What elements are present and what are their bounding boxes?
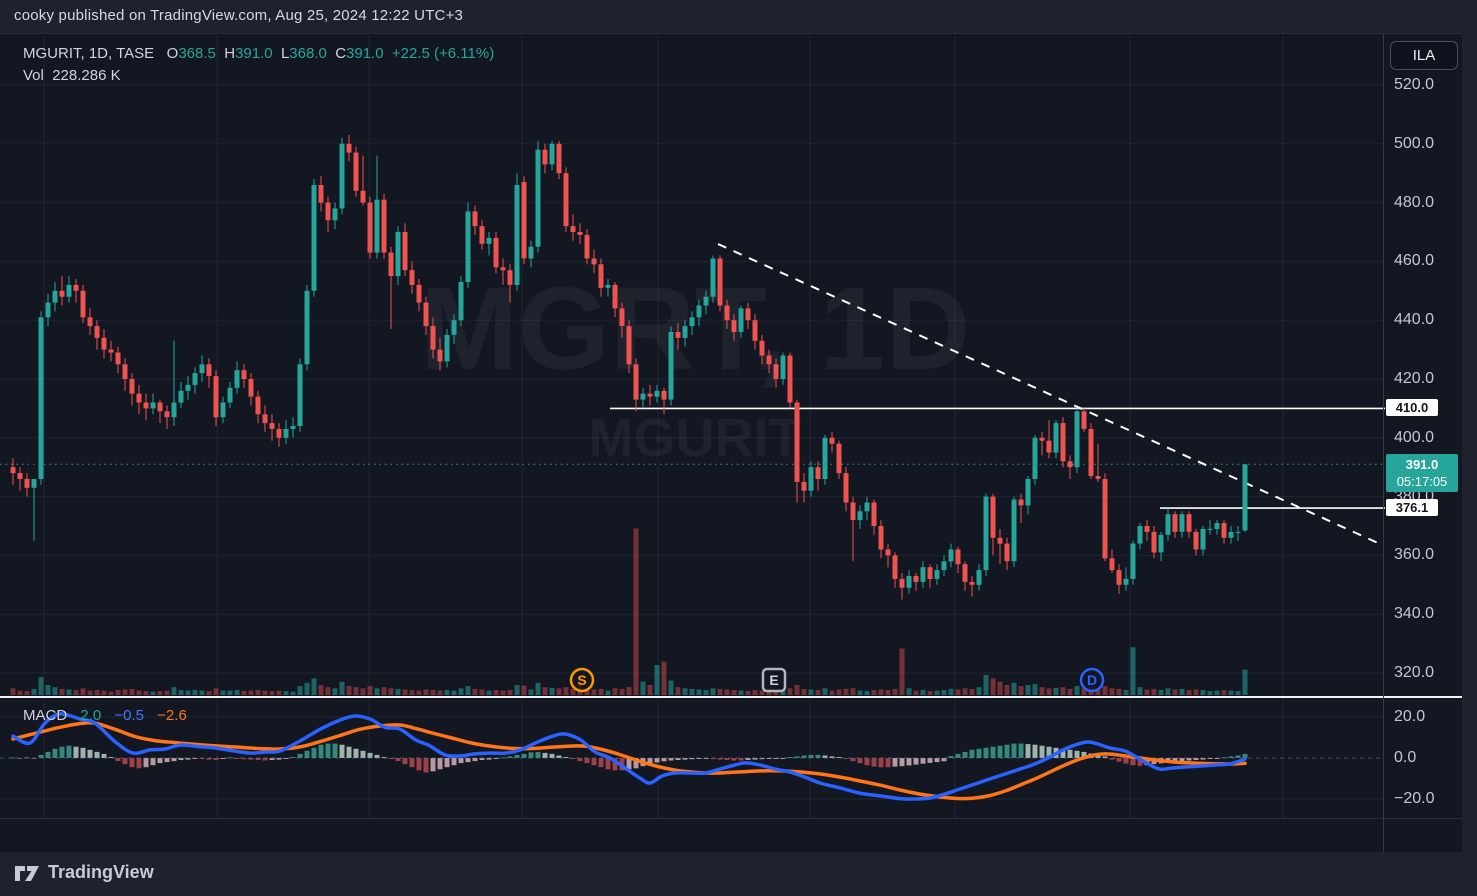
- price-tick: 360.0: [1394, 546, 1435, 563]
- marker-E[interactable]: [761, 667, 787, 693]
- svg-text:D: D: [1087, 672, 1097, 688]
- symbol-title: MGURIT, 1D, TASE: [23, 45, 155, 62]
- trendline: [717, 243, 1379, 544]
- svg-text:S: S: [577, 672, 586, 688]
- macd-line: [11, 712, 1247, 801]
- publish-text: cooky published on TradingView.com, Aug …: [14, 7, 464, 24]
- open-value: 368.5: [178, 45, 216, 62]
- macd-tick: −20.0: [1394, 790, 1435, 807]
- volume-label: Vol: [23, 67, 44, 84]
- tradingview-brand[interactable]: TradingView: [14, 862, 154, 883]
- high-value: 391.0: [235, 45, 273, 62]
- symbol-legend[interactable]: MGURIT, 1D, TASE O368.5 H391.0 L368.0 C3…: [23, 45, 494, 62]
- marker-D[interactable]: [1079, 667, 1105, 693]
- macd-tick: 0.0: [1394, 749, 1417, 766]
- watermark-symbol: MGRT, 1D: [420, 263, 971, 395]
- macd-tick: 20.0: [1394, 708, 1426, 725]
- footer: TradingView: [0, 852, 1477, 896]
- marker-S[interactable]: [569, 667, 595, 693]
- change-value: +22.5 (+6.11%): [391, 45, 495, 62]
- low-label: L: [280, 45, 290, 62]
- macd-legend[interactable]: MACD 2.0 −0.5 −2.6: [23, 707, 187, 724]
- price-tick: 440.0: [1394, 311, 1435, 328]
- macd-signal-value: −2.6: [157, 707, 187, 724]
- last-price-badge: 391.0 05:17:05: [1386, 454, 1458, 492]
- price-tick: 340.0: [1394, 605, 1435, 622]
- volume-value: 228.286 K: [52, 67, 121, 84]
- price-tick: 420.0: [1394, 370, 1435, 387]
- macd-pane-separator[interactable]: [0, 818, 1462, 819]
- price-tick: 480.0: [1394, 194, 1435, 211]
- chart-area[interactable]: MGRT, 1D MGURIT S E D MGURIT, 1D, TASE O368.…: [0, 33, 1463, 878]
- price-tick: 500.0: [1394, 135, 1435, 152]
- price-line-badge: 410.0: [1386, 399, 1438, 416]
- price-tick: 460.0: [1394, 252, 1435, 269]
- price-tick: 520.0: [1394, 76, 1435, 93]
- close-value: 391.0: [346, 45, 384, 62]
- bar-countdown: 05:17:05: [1396, 474, 1448, 489]
- tradingview-logo-icon: [15, 865, 39, 881]
- svg-text:E: E: [769, 672, 778, 688]
- watermark-description: MGURIT: [589, 408, 802, 468]
- currency-button[interactable]: ILA: [1390, 41, 1458, 70]
- price-axis[interactable]: ILA 520.0 500.0 480.0 460.0 440.0 420.0 400.0 3…: [1383, 34, 1463, 853]
- pane-separator[interactable]: [0, 696, 1462, 698]
- price-tick: 400.0: [1394, 429, 1435, 446]
- price-line-badge: 376.1: [1386, 499, 1438, 516]
- open-label: O: [166, 45, 179, 62]
- high-label: H: [224, 45, 236, 62]
- macd-signal-line: [11, 720, 1247, 801]
- chart-canvas[interactable]: MGRT, 1D MGURIT S E D: [0, 34, 1462, 853]
- publish-bar: cooky published on TradingView.com, Aug …: [0, 0, 1477, 33]
- price-tick: 320.0: [1394, 664, 1435, 681]
- close-label: C: [335, 45, 347, 62]
- volume-legend[interactable]: Vol 228.286 K: [23, 67, 121, 84]
- macd-line-value: −0.5: [114, 707, 144, 724]
- low-value: 368.0: [289, 45, 327, 62]
- macd-hist-value: 2.0: [80, 707, 102, 724]
- macd-title: MACD: [23, 707, 68, 724]
- tradingview-brand-text: TradingView: [48, 862, 154, 882]
